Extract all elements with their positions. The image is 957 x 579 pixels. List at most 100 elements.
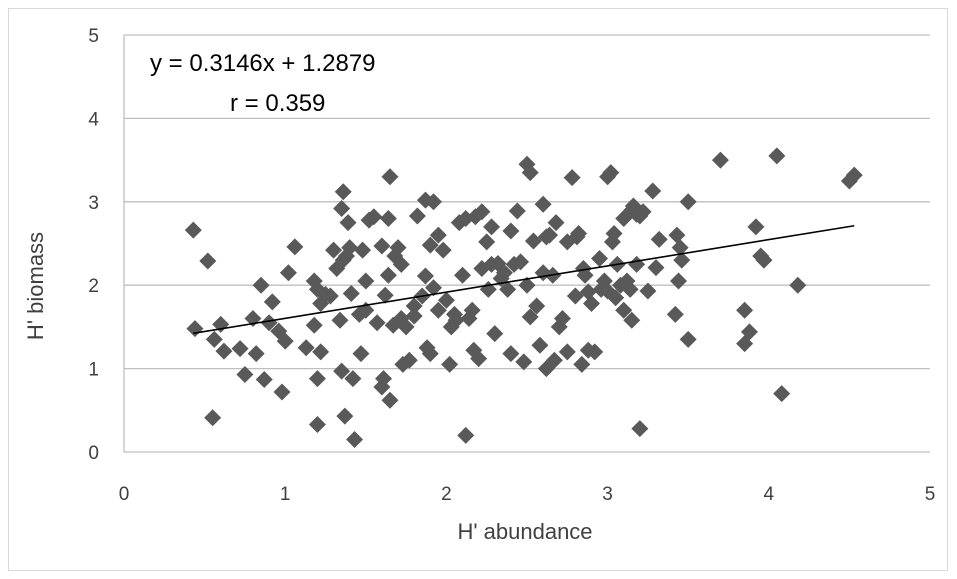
data-point-108: [502, 345, 520, 363]
data-point-27: [312, 343, 330, 361]
data-point-175: [679, 193, 697, 211]
data-point-6: [215, 342, 233, 360]
data-point-43: [346, 430, 364, 448]
data-point-79: [429, 226, 447, 244]
data-point-25: [308, 370, 326, 388]
data-point-42: [344, 370, 362, 388]
data-point-40: [341, 239, 359, 257]
data-point-133: [566, 287, 584, 305]
x-tick-label-4: 4: [764, 484, 775, 505]
data-point-47: [357, 272, 375, 290]
data-point-126: [545, 351, 563, 369]
trendline: [193, 224, 855, 335]
data-point-82: [437, 291, 455, 309]
data-point-118: [528, 297, 546, 315]
x-tick-label-3: 3: [602, 484, 613, 505]
data-point-171: [668, 226, 686, 244]
data-point-62: [389, 239, 407, 257]
data-point-66: [397, 318, 415, 336]
x-tick-label-2: 2: [441, 484, 452, 505]
data-point-127: [547, 214, 565, 232]
data-point-30: [325, 241, 343, 259]
data-point-12: [255, 370, 273, 388]
data-point-184: [768, 147, 786, 165]
data-point-163: [631, 420, 649, 438]
data-point-168: [647, 259, 665, 277]
data-point-70: [408, 207, 426, 225]
data-point-143: [591, 250, 609, 268]
data-point-188: [845, 166, 863, 184]
y-tick-label-4: 4: [88, 109, 99, 130]
data-point-77: [425, 279, 443, 297]
data-point-173: [671, 239, 689, 257]
data-point-120: [534, 195, 552, 213]
data-point-181: [747, 218, 765, 236]
data-point-165: [634, 203, 652, 221]
y-tick-label-1: 1: [88, 360, 99, 381]
axes: [123, 35, 930, 453]
data-point-69: [405, 307, 423, 325]
data-point-56: [379, 266, 397, 284]
data-point-90: [457, 426, 475, 444]
data-point-45: [352, 345, 370, 363]
data-point-186: [789, 276, 807, 294]
data-point-88: [454, 266, 472, 284]
data-point-73: [416, 267, 434, 285]
data-point-166: [639, 282, 657, 300]
data-point-8: [236, 365, 254, 383]
data-point-117: [524, 232, 542, 250]
equation-annotation: y = 0.3146x + 1.2879: [150, 50, 376, 77]
data-point-119: [531, 336, 549, 354]
data-point-13: [260, 314, 278, 332]
y-tick-label-2: 2: [88, 276, 99, 297]
data-point-180: [740, 323, 758, 341]
data-point-81: [434, 241, 452, 259]
data-point-98: [478, 233, 496, 251]
x-axis-title: H' abundance: [457, 519, 592, 544]
data-point-142: [586, 343, 604, 361]
data-point-21: [305, 316, 323, 334]
data-point-68: [405, 297, 423, 315]
data-point-132: [563, 169, 581, 187]
data-point-64: [392, 255, 410, 273]
data-point-80: [429, 301, 447, 319]
data-point-54: [375, 370, 393, 388]
data-point-162: [628, 255, 646, 273]
data-point-158: [623, 311, 641, 329]
y-tick-label-3: 3: [88, 193, 99, 214]
data-point-10: [247, 345, 265, 363]
data-point-20: [297, 339, 315, 357]
data-point-95: [470, 350, 488, 368]
data-point-4: [205, 330, 223, 348]
data-point-112: [515, 353, 533, 371]
x-tick-label-5: 5: [925, 484, 936, 505]
data-points: [184, 147, 863, 448]
data-point-100: [483, 218, 501, 236]
data-point-78: [425, 193, 443, 211]
x-tick-label-0: 0: [119, 484, 130, 505]
data-point-113: [518, 276, 536, 294]
data-point-106: [499, 280, 517, 298]
y-tick-label-0: 0: [88, 443, 99, 464]
data-point-136: [573, 355, 591, 373]
data-point-129: [553, 310, 571, 328]
data-point-24: [308, 415, 326, 433]
data-point-0: [184, 221, 202, 239]
data-point-38: [337, 247, 355, 265]
data-point-116: [521, 308, 539, 326]
data-point-35: [334, 183, 352, 201]
data-point-97: [473, 203, 491, 221]
data-point-151: [607, 289, 625, 307]
data-point-178: [736, 301, 754, 319]
data-point-7: [231, 340, 249, 358]
data-point-59: [381, 391, 399, 409]
data-point-33: [333, 362, 351, 380]
data-point-2: [199, 252, 217, 270]
data-point-16: [273, 383, 291, 401]
data-point-157: [621, 280, 639, 298]
data-point-19: [286, 238, 304, 256]
data-point-150: [605, 224, 623, 242]
data-point-57: [379, 209, 397, 227]
data-point-34: [333, 199, 351, 217]
data-point-18: [279, 264, 297, 282]
